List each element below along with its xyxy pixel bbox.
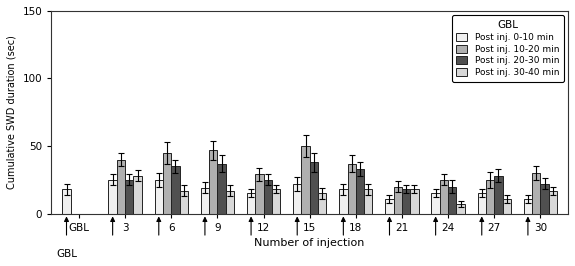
Bar: [155, 180, 163, 214]
Legend: Post inj. 0-10 min, Post inj. 10-20 min, Post inj. 20-30 min, Post inj. 30-40 mi: Post inj. 0-10 min, Post inj. 10-20 min,…: [452, 15, 564, 82]
Bar: [410, 189, 419, 214]
Bar: [339, 189, 347, 214]
Bar: [217, 164, 226, 214]
Bar: [549, 191, 557, 214]
Bar: [293, 184, 301, 214]
Bar: [272, 189, 280, 214]
Text: GBL: GBL: [56, 249, 77, 259]
Bar: [448, 186, 457, 214]
Bar: [179, 191, 188, 214]
Bar: [457, 204, 465, 214]
Bar: [385, 199, 394, 214]
Bar: [524, 199, 532, 214]
Bar: [486, 180, 494, 214]
Bar: [394, 186, 402, 214]
Bar: [318, 193, 326, 214]
Bar: [62, 189, 71, 214]
Bar: [440, 180, 448, 214]
Bar: [201, 188, 209, 214]
Bar: [503, 199, 511, 214]
Bar: [247, 193, 255, 214]
Bar: [117, 160, 125, 214]
Bar: [347, 164, 356, 214]
Bar: [402, 189, 410, 214]
Bar: [494, 176, 503, 214]
Bar: [163, 153, 171, 214]
Bar: [109, 180, 117, 214]
Bar: [431, 193, 440, 214]
Bar: [532, 173, 540, 214]
Bar: [209, 150, 217, 214]
Y-axis label: Cumulative SWD duration (sec): Cumulative SWD duration (sec): [7, 35, 17, 189]
X-axis label: Number of injection: Number of injection: [255, 238, 365, 248]
Bar: [301, 146, 310, 214]
Bar: [171, 166, 179, 214]
Bar: [540, 184, 549, 214]
Bar: [133, 176, 141, 214]
Bar: [478, 193, 486, 214]
Bar: [263, 180, 272, 214]
Bar: [364, 189, 373, 214]
Bar: [255, 174, 263, 214]
Bar: [310, 162, 318, 214]
Bar: [226, 191, 234, 214]
Bar: [356, 169, 364, 214]
Bar: [125, 180, 133, 214]
